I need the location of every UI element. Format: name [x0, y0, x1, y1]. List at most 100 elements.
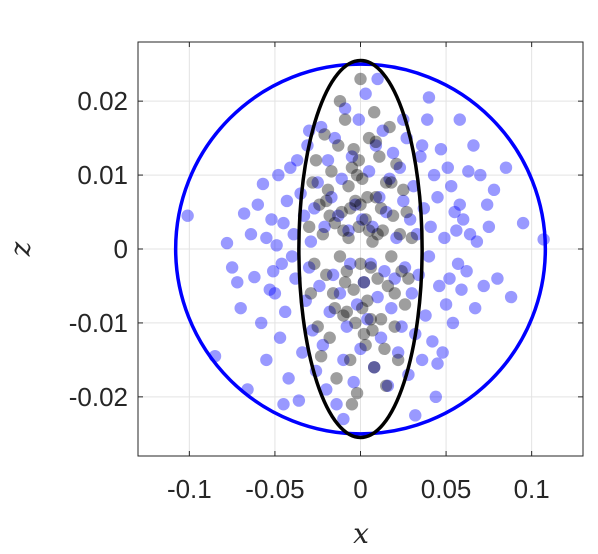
- scatter-point: [321, 154, 335, 167]
- scatter-point: [251, 198, 265, 211]
- scatter-point: [296, 346, 309, 359]
- scatter-point: [337, 353, 350, 367]
- scatter-point: [451, 257, 465, 270]
- scatter-point: [374, 313, 388, 326]
- scatter-point: [309, 154, 323, 167]
- scatter-point: [332, 209, 345, 222]
- scatter-point: [344, 257, 357, 270]
- scatter-point: [448, 205, 461, 219]
- scatter-point: [260, 231, 273, 245]
- scatter-point: [321, 183, 335, 197]
- scatter-point: [313, 198, 326, 211]
- scatter-point: [415, 139, 429, 152]
- scatter-point: [419, 309, 432, 322]
- scatter-point: [326, 287, 340, 300]
- scatter-point: [320, 194, 333, 208]
- y-tick-label: -0.02: [69, 382, 128, 412]
- scatter-point: [275, 257, 288, 270]
- scatter-point: [439, 298, 453, 311]
- scatter-point: [390, 157, 403, 171]
- y-tick-label: 0.01: [77, 160, 128, 190]
- scatter-point: [278, 305, 292, 319]
- scatter-point: [302, 261, 316, 274]
- scatter-point: [463, 228, 477, 241]
- scatter-point: [345, 161, 359, 174]
- scatter-point: [345, 398, 359, 411]
- scatter-point: [388, 272, 401, 285]
- scatter-point: [340, 305, 354, 319]
- scatter-point: [342, 179, 355, 193]
- scatter-point: [356, 172, 369, 185]
- y-tick-label: -0.01: [69, 308, 128, 338]
- y-tick-label: 0.02: [77, 86, 128, 116]
- ellipse-layer: [173, 58, 548, 440]
- scatter-point: [338, 113, 352, 126]
- black-ellipse: [297, 58, 424, 440]
- scatter-point: [460, 264, 473, 278]
- scatter-point: [397, 194, 410, 208]
- scatter-point: [415, 353, 429, 367]
- scatter-point: [371, 272, 384, 285]
- scatter-point: [398, 261, 412, 274]
- scatter-point: [453, 113, 466, 126]
- scatter-point: [446, 316, 460, 330]
- scatter-point: [342, 231, 355, 245]
- scatter-point: [362, 131, 376, 145]
- scatter-point: [362, 165, 376, 178]
- scatter-point: [284, 161, 297, 174]
- scatter-point: [443, 272, 456, 285]
- scatter-point: [470, 235, 484, 248]
- scatter-point: [388, 287, 401, 300]
- scatter-point: [270, 239, 283, 252]
- scatter-point: [386, 146, 400, 160]
- scatter-point: [292, 394, 306, 407]
- scatter-point: [354, 342, 367, 356]
- scatter-point: [304, 235, 318, 248]
- scatter-point: [357, 276, 371, 289]
- scatter-point: [335, 172, 348, 185]
- scatter-point: [373, 150, 386, 163]
- scatter-point: [366, 220, 379, 234]
- scatter-point: [338, 102, 352, 115]
- x-tick-labels: -0.1 -0.05 0 0.05 0.1: [167, 474, 550, 504]
- scatter-point: [337, 309, 350, 322]
- scatter-point: [386, 209, 400, 222]
- scatter-point: [491, 272, 504, 285]
- scatter-point: [409, 409, 422, 422]
- scatter-point: [385, 301, 398, 315]
- scatter-point: [410, 228, 424, 241]
- scatter-point: [287, 228, 300, 241]
- scatter-point: [181, 209, 194, 222]
- scatter-point: [477, 279, 490, 293]
- scatter-point: [467, 139, 480, 152]
- scatter-point: [267, 264, 280, 278]
- scatter-point: [350, 298, 364, 311]
- scatter-point: [371, 290, 384, 304]
- scatter-point: [405, 287, 419, 300]
- scatter-point: [385, 250, 398, 263]
- scatter-point: [352, 220, 365, 234]
- scatter-point: [376, 124, 389, 137]
- scatter-point: [374, 202, 388, 215]
- scatter-point: [347, 375, 360, 389]
- scatter-point: [316, 228, 330, 241]
- scatter-point: [403, 213, 417, 226]
- scatter-point: [325, 191, 338, 204]
- scatter-point: [379, 205, 393, 219]
- scatter-point: [456, 213, 470, 226]
- blue-ellipse: [173, 62, 548, 436]
- scatter-point: [328, 131, 342, 145]
- scatter-point: [333, 287, 347, 300]
- scatter-point: [347, 283, 360, 296]
- scatter-point: [391, 353, 405, 367]
- scatter-point: [445, 179, 458, 193]
- scatter-point: [316, 338, 330, 352]
- scatter-point: [361, 294, 374, 307]
- scatter-point: [350, 168, 364, 182]
- scatter-point: [350, 386, 364, 400]
- scatter-point: [314, 349, 328, 363]
- scatter-point: [345, 150, 359, 163]
- scatter-point: [234, 301, 247, 315]
- scatter-point: [426, 335, 439, 348]
